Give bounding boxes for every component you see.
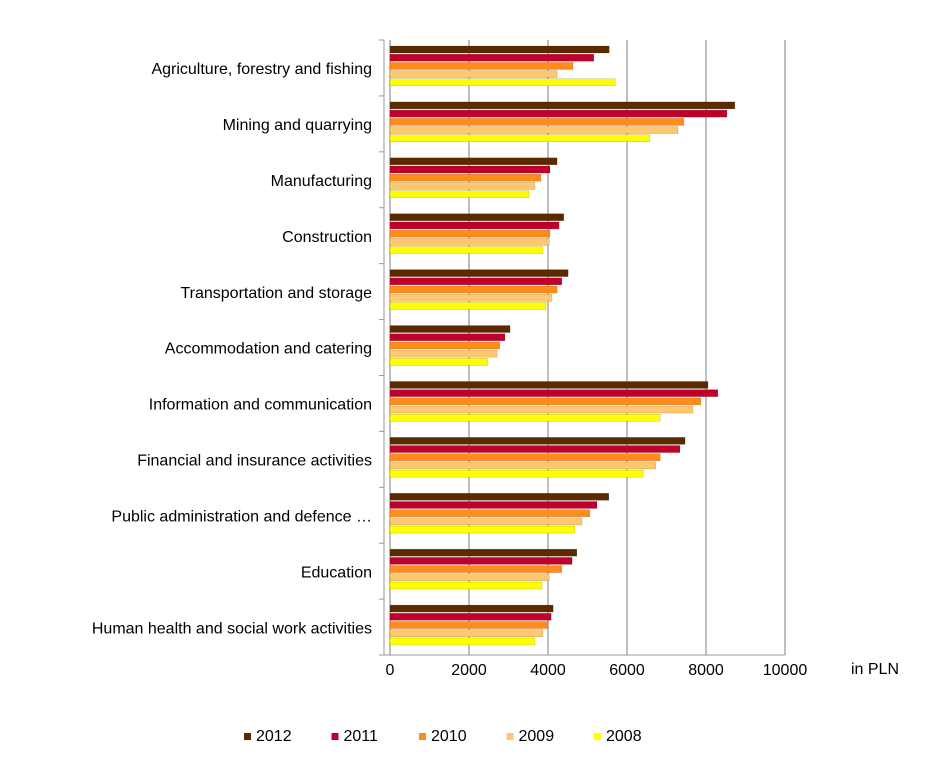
bar <box>389 246 544 254</box>
y-tick-label: Mining and quarrying <box>223 117 372 134</box>
legend-swatch <box>244 733 251 740</box>
bar <box>389 517 583 526</box>
y-tick-label: Construction <box>282 229 372 246</box>
y-tick-label: Manufacturing <box>271 173 372 190</box>
bar <box>389 333 506 341</box>
bar <box>389 557 573 565</box>
x-tick-label: 2000 <box>451 662 487 679</box>
bar <box>389 501 598 509</box>
y-tick-label: Accommodation and catering <box>165 341 372 358</box>
y-tick-label: Financial and insurance activities <box>137 453 372 470</box>
bar <box>389 78 616 87</box>
x-axis-label: in PLN <box>851 661 899 678</box>
bar <box>389 445 681 453</box>
legend-label: 2012 <box>256 728 292 745</box>
bar <box>389 437 686 445</box>
bar <box>389 229 551 238</box>
bar <box>389 118 685 126</box>
x-tick-label: 10000 <box>763 662 808 679</box>
bar <box>389 573 550 582</box>
bar <box>389 134 651 142</box>
bar <box>389 213 565 221</box>
x-tick-label: 0 <box>386 662 395 679</box>
bar <box>389 414 661 422</box>
bar <box>389 238 550 246</box>
bar <box>389 629 544 637</box>
bar <box>389 302 547 310</box>
bar <box>389 389 719 397</box>
bar <box>389 325 511 333</box>
bar <box>389 613 552 621</box>
bar <box>389 525 576 534</box>
legend-swatch <box>594 733 601 740</box>
bar <box>389 493 610 501</box>
bar <box>389 109 728 118</box>
bar <box>389 62 574 70</box>
bar <box>389 221 560 230</box>
bar <box>389 190 530 198</box>
legend-label: 2011 <box>344 728 379 745</box>
y-tick-label: Human health and social work activities <box>92 620 372 637</box>
bar <box>389 581 543 590</box>
bar <box>389 269 569 277</box>
legend-label: 2010 <box>431 728 467 745</box>
bar <box>389 126 679 134</box>
legend-label: 2008 <box>606 728 642 745</box>
bar <box>389 358 489 366</box>
bar <box>389 565 563 573</box>
bar <box>389 381 709 389</box>
bar <box>389 182 536 190</box>
bar <box>389 165 551 174</box>
y-tick-label: Education <box>301 564 372 581</box>
bar <box>389 285 558 294</box>
legend-swatch <box>506 733 514 740</box>
legend-swatch <box>419 733 426 740</box>
bar <box>389 461 657 470</box>
y-tick-label: Public administration and defence … <box>111 508 372 525</box>
legend-swatch <box>331 733 339 740</box>
bar <box>389 397 702 406</box>
bar <box>389 53 595 62</box>
bar <box>389 548 578 557</box>
bar <box>389 349 498 358</box>
bar <box>389 453 661 462</box>
bar <box>389 101 736 110</box>
bar <box>389 277 563 286</box>
bar <box>389 45 610 54</box>
bar <box>389 509 591 517</box>
x-tick-label: 6000 <box>609 662 645 679</box>
bar <box>389 293 553 302</box>
bar <box>389 405 694 414</box>
bar <box>389 157 558 166</box>
x-tick-label: 4000 <box>530 662 566 679</box>
legend-label: 2009 <box>519 728 555 745</box>
bar <box>389 173 542 182</box>
bar <box>389 637 536 646</box>
bar <box>389 341 501 350</box>
bar <box>389 621 549 629</box>
bar <box>389 70 558 78</box>
bar <box>389 469 644 478</box>
x-tick-label: 8000 <box>688 662 724 679</box>
bar <box>389 604 554 613</box>
y-tick-label: Transportation and storage <box>180 285 372 302</box>
y-tick-label: Agriculture, forestry and fishing <box>151 61 372 78</box>
y-tick-label: Information and communication <box>149 397 372 414</box>
